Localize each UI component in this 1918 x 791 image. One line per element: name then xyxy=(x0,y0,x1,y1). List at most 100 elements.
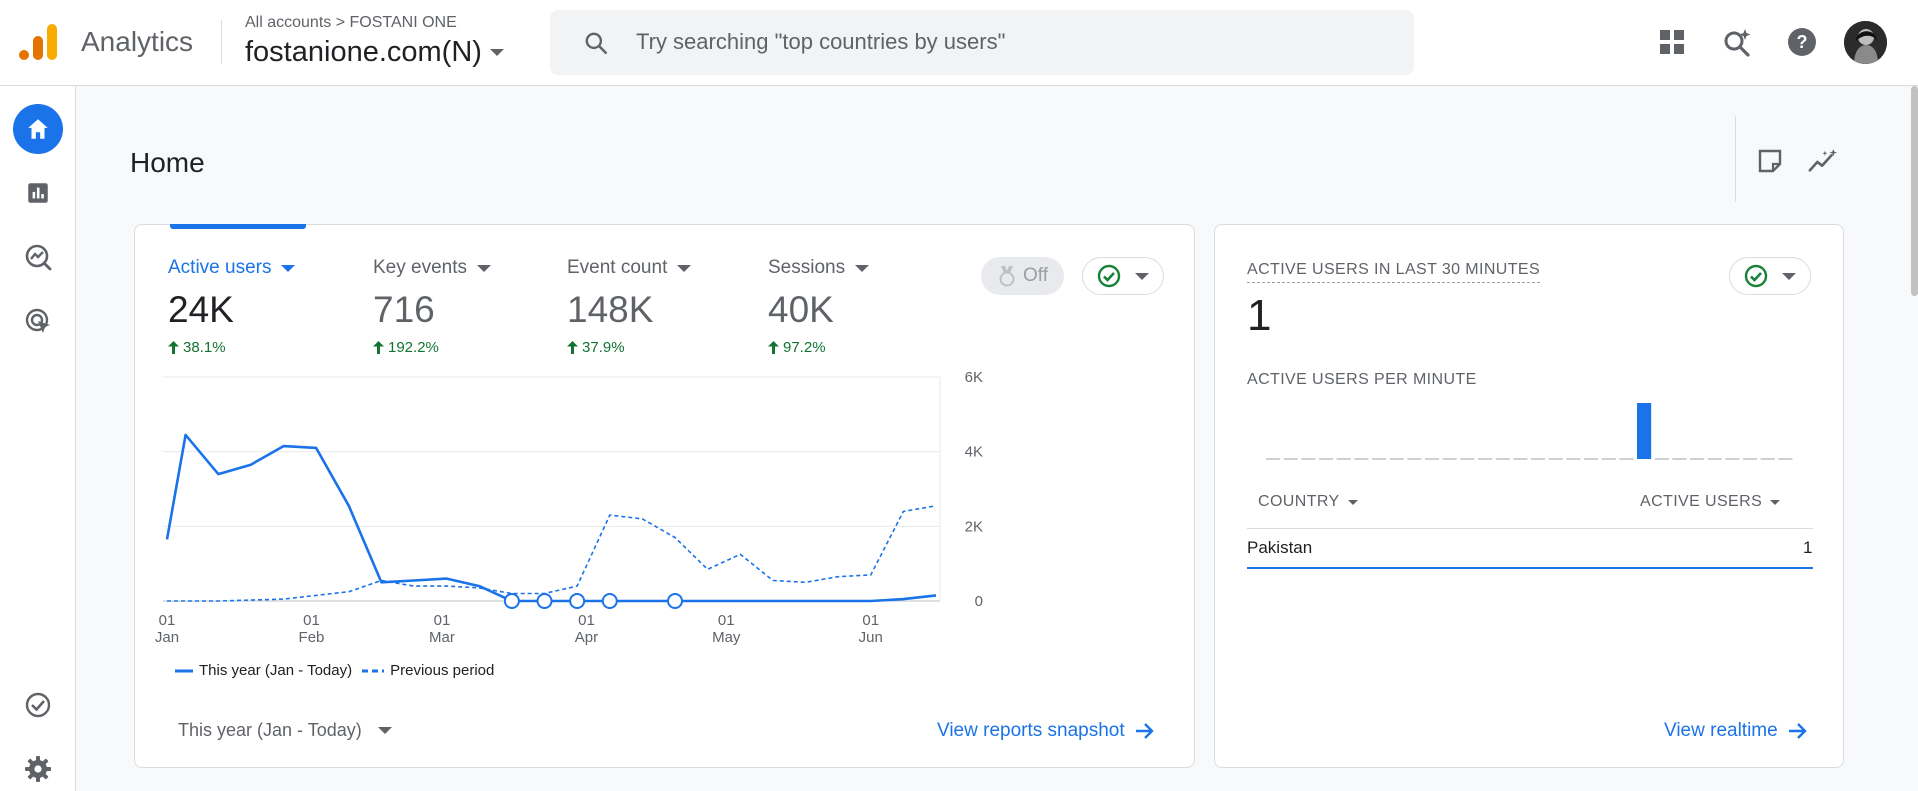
nav-reports[interactable] xyxy=(13,168,63,218)
legend-this-year-label: This year (Jan - Today) xyxy=(199,662,353,679)
metric-change: 192.2% xyxy=(373,339,491,356)
explore-icon xyxy=(25,244,52,271)
nav-advertising[interactable] xyxy=(13,296,63,346)
legend-solid-swatch xyxy=(175,669,193,672)
search-insights-icon[interactable] xyxy=(1721,26,1753,58)
active-tab-indicator xyxy=(170,224,306,229)
y-tick-label: 0 xyxy=(975,593,983,610)
date-range-selector[interactable]: This year (Jan - Today) xyxy=(178,720,392,741)
metric-change-value: 37.9% xyxy=(582,339,625,356)
metric-change-value: 192.2% xyxy=(388,339,439,356)
view-realtime-link[interactable]: View realtime xyxy=(1664,720,1808,742)
metric-active-users[interactable]: Active users 24K 38.1% xyxy=(168,257,296,356)
property-selector[interactable]: fostanione.com(N) xyxy=(245,36,504,69)
series-marker xyxy=(536,593,553,609)
legend-this-year[interactable]: This year (Jan - Today) xyxy=(175,662,352,679)
nav-settings[interactable] xyxy=(13,744,63,791)
search-bar[interactable] xyxy=(550,10,1414,75)
view-reports-snapshot-link[interactable]: View reports snapshot xyxy=(937,720,1155,742)
y-tick-label: 2K xyxy=(965,518,983,535)
x-tick-month: May xyxy=(712,629,741,645)
minute-bar[interactable] xyxy=(1637,403,1652,459)
row-country: Pakistan xyxy=(1247,538,1313,557)
breadcrumb-account[interactable]: FOSTANI ONE xyxy=(349,14,457,31)
chevron-down-icon xyxy=(377,727,392,734)
metric-label-text: Active users xyxy=(168,257,272,278)
property-name: fostanione.com(N) xyxy=(245,36,482,68)
x-tick-day: 01 xyxy=(578,612,595,629)
analytics-logo[interactable] xyxy=(18,22,58,62)
metric-label-text: Key events xyxy=(373,257,467,278)
insights-icon[interactable] xyxy=(1808,146,1838,176)
metric-sessions[interactable]: Sessions 40K 97.2% xyxy=(768,257,870,356)
column-header-active-users-label: ACTIVE USERS xyxy=(1640,493,1763,510)
realtime-quality-dropdown[interactable] xyxy=(1729,257,1811,295)
metric-change: 37.9% xyxy=(567,339,691,356)
per-minute-title: ACTIVE USERS PER MINUTE xyxy=(1247,371,1477,388)
help-icon[interactable]: ? xyxy=(1786,26,1818,58)
metric-change: 38.1% xyxy=(168,339,295,356)
column-header-active-users[interactable]: ACTIVE USERS xyxy=(1640,493,1781,511)
x-tick-day: 01 xyxy=(159,612,176,629)
metric-value: 24K xyxy=(168,289,234,330)
chevron-down-icon xyxy=(281,264,296,272)
chevron-down-icon xyxy=(1782,272,1796,280)
x-tick-month: Apr xyxy=(575,629,598,645)
column-header-country[interactable]: COUNTRY xyxy=(1258,493,1358,511)
nav-admin-check[interactable] xyxy=(13,680,63,730)
metric-value: 716 xyxy=(373,289,435,330)
note-icon[interactable] xyxy=(1755,146,1785,176)
search-input[interactable] xyxy=(636,26,1356,58)
x-tick-month: Mar xyxy=(429,629,455,645)
chevron-down-icon xyxy=(677,264,692,272)
legend-previous[interactable]: Previous period xyxy=(362,662,494,679)
topbar-divider xyxy=(221,20,222,64)
series-line-this-year xyxy=(165,433,937,603)
realtime-active-users-value: 1 xyxy=(1247,291,1272,340)
insights-toggle[interactable]: Off xyxy=(981,257,1064,295)
data-quality-dropdown[interactable] xyxy=(1082,257,1164,295)
metric-label: Sessions xyxy=(768,257,870,279)
metric-label: Active users xyxy=(168,257,296,279)
breadcrumb-all-accounts[interactable]: All accounts xyxy=(245,14,332,31)
insights-toggle-label: Off xyxy=(1023,265,1048,286)
svg-text:?: ? xyxy=(1797,32,1808,52)
account-avatar[interactable] xyxy=(1844,21,1887,64)
metric-change-value: 97.2% xyxy=(783,339,826,356)
column-header-country-label: COUNTRY xyxy=(1258,493,1340,510)
advertising-icon xyxy=(25,308,50,333)
question-circle-icon: ? xyxy=(1788,28,1816,56)
metric-key-events[interactable]: Key events 716 192.2% xyxy=(373,257,491,356)
apps-icon[interactable] xyxy=(1656,26,1688,58)
series-line-previous-period xyxy=(167,505,937,602)
avatar-image xyxy=(1844,21,1887,64)
row-active-users: 1 xyxy=(1803,538,1813,557)
chevron-down-icon xyxy=(1135,272,1149,280)
realtime-title[interactable]: ACTIVE USERS IN LAST 30 MINUTES xyxy=(1247,261,1541,283)
realtime-card: ACTIVE USERS IN LAST 30 MINUTES 1 ACTIVE… xyxy=(1214,224,1844,768)
series-marker xyxy=(667,593,684,609)
check-circle-icon xyxy=(25,692,51,718)
x-tick-day: 01 xyxy=(862,612,879,629)
check-circle-icon xyxy=(1097,264,1121,288)
nav-explore[interactable] xyxy=(13,232,63,282)
page-scrollbar[interactable] xyxy=(1911,86,1918,296)
date-range-label: This year (Jan - Today) xyxy=(178,720,362,740)
nav-home[interactable] xyxy=(13,104,63,154)
breadcrumb[interactable]: All accounts > FOSTANI ONE xyxy=(245,14,457,32)
sparkle-search-icon xyxy=(1724,29,1751,57)
view-reports-snapshot-label: View reports snapshot xyxy=(937,720,1125,741)
metric-value: 148K xyxy=(567,289,654,330)
arrow-up-icon xyxy=(768,341,779,354)
arrow-up-icon xyxy=(168,341,179,354)
metric-event-count[interactable]: Event count 148K 37.9% xyxy=(567,257,692,356)
metric-label-text: Sessions xyxy=(768,257,846,278)
sort-down-icon xyxy=(1770,499,1781,505)
x-tick-day: 01 xyxy=(718,612,735,629)
app-name: Analytics xyxy=(81,26,194,57)
overview-card: Active users 24K 38.1% Key events 716 19… xyxy=(134,224,1195,768)
sticky-note-icon xyxy=(1758,149,1782,173)
metric-change-value: 38.1% xyxy=(183,339,226,356)
